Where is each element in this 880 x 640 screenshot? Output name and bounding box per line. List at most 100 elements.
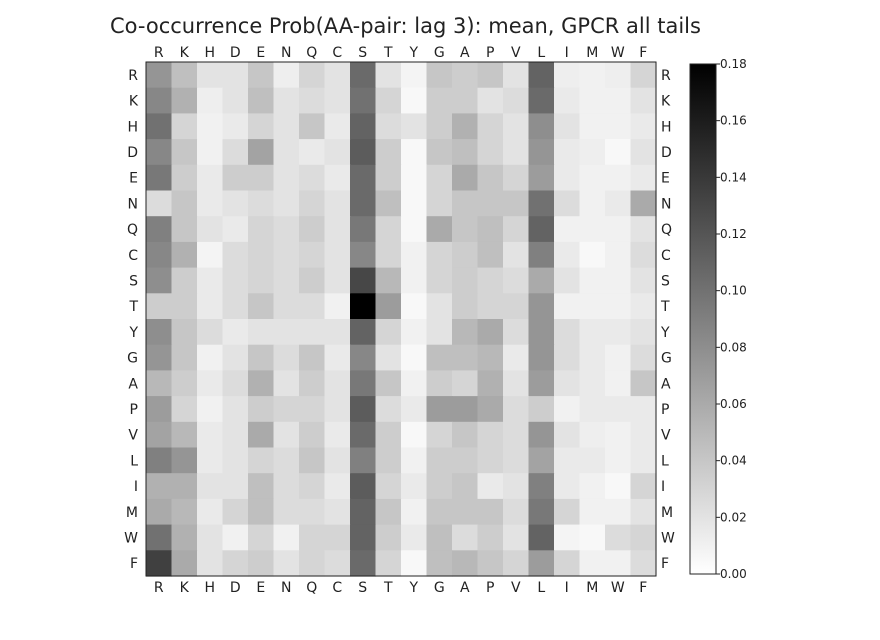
heatmap-cell-H-P (477, 113, 504, 140)
heatmap-cell-C-V (503, 241, 530, 269)
heatmap-cell-W-K (171, 524, 198, 551)
heatmap-cell-P-W (605, 396, 632, 423)
heatmap-cell-W-L (528, 524, 555, 551)
heatmap-cell-L-I (554, 447, 581, 474)
heatmap-cell-D-T (375, 139, 402, 166)
right-tick-label: K (661, 94, 671, 110)
heatmap-cell-N-V (503, 190, 530, 217)
right-tick-label: P (661, 402, 669, 418)
heatmap-cell-H-R (146, 113, 173, 140)
heatmap-cell-L-H (197, 447, 224, 474)
heatmap-cell-Y-N (273, 319, 300, 346)
heatmap-cell-F-I (554, 550, 581, 577)
heatmap-cell-A-E (248, 370, 275, 397)
heatmap-cell-G-Q (299, 344, 326, 371)
bottom-tick-label: L (537, 580, 545, 596)
heatmap-cell-S-H (197, 267, 224, 294)
heatmap-cell-H-G (426, 113, 453, 140)
heatmap-cell-N-Y (401, 190, 428, 217)
heatmap-cell-Q-L (528, 216, 555, 243)
heatmap-cell-Y-V (503, 319, 530, 346)
heatmap-cell-D-F (630, 139, 657, 166)
heatmap-cell-P-D (222, 396, 249, 423)
heatmap-cell-Q-A (452, 216, 479, 243)
heatmap-cell-T-R (146, 293, 173, 320)
heatmap-cell-E-A (452, 164, 479, 192)
heatmap-cell-L-N (273, 447, 300, 474)
bottom-tick-label: Q (306, 580, 317, 596)
heatmap-cell-H-D (222, 113, 249, 140)
heatmap-cell-A-G (426, 370, 453, 397)
left-tick-label: P (130, 402, 138, 418)
heatmap-cell-Y-A (452, 319, 479, 346)
heatmap-cell-F-T (375, 550, 402, 577)
heatmap-cell-C-L (528, 241, 555, 269)
heatmap-cell-A-V (503, 370, 530, 397)
top-tick-label: D (230, 45, 241, 61)
heatmap-cell-K-A (452, 87, 479, 114)
bottom-tick-label: M (586, 580, 598, 596)
heatmap-cell-F-C (324, 550, 351, 577)
heatmap-cell-L-V (503, 447, 530, 474)
heatmap-cell-T-F (630, 293, 657, 320)
heatmap-cell-A-Q (299, 370, 326, 397)
heatmap-cell-R-L (528, 62, 555, 89)
heatmap-cell-L-L (528, 447, 555, 474)
heatmap-cell-M-Q (299, 498, 326, 526)
heatmap-cell-D-K (171, 139, 198, 166)
heatmap-cell-M-N (273, 498, 300, 526)
heatmap-cell-V-K (171, 421, 198, 449)
heatmap-cell-E-E (248, 164, 275, 192)
heatmap-cell-R-M (579, 62, 606, 89)
heatmap-cell-R-N (273, 62, 300, 89)
left-tick-label: I (134, 479, 138, 495)
bottom-tick-label: H (204, 580, 215, 596)
heatmap-cell-Y-K (171, 319, 198, 346)
heatmap-cell-G-W (605, 344, 632, 371)
heatmap-cell-T-W (605, 293, 632, 320)
colorbar-tick-label: 0.02 (720, 510, 747, 524)
heatmap-cell-D-C (324, 139, 351, 166)
heatmap-cell-Y-Y (401, 319, 428, 346)
heatmap-cell-G-C (324, 344, 351, 371)
heatmap-cell-Y-T (375, 319, 402, 346)
heatmap-cell-W-M (579, 524, 606, 551)
heatmap-cell-N-D (222, 190, 249, 217)
heatmap-cell-C-S (350, 241, 377, 269)
heatmap-cell-Q-Q (299, 216, 326, 243)
heatmap-cell-V-R (146, 421, 173, 449)
heatmap-cell-L-R (146, 447, 173, 474)
top-tick-label: A (460, 45, 470, 61)
heatmap-cell-E-K (171, 164, 198, 192)
heatmap-cell-D-Q (299, 139, 326, 166)
heatmap-cell-G-S (350, 344, 377, 371)
heatmap-cell-I-I (554, 473, 581, 500)
right-tick-label: C (661, 248, 671, 264)
heatmap-cell-C-M (579, 241, 606, 269)
top-tick-label: S (358, 45, 367, 61)
heatmap-cell-I-P (477, 473, 504, 500)
heatmap-cell-S-I (554, 267, 581, 294)
heatmap-cell-L-K (171, 447, 198, 474)
heatmap-cell-S-N (273, 267, 300, 294)
heatmap-cell-C-F (630, 241, 657, 269)
heatmap-cell-C-D (222, 241, 249, 269)
heatmap-cell-E-V (503, 164, 530, 192)
heatmap-cell-E-Y (401, 164, 428, 192)
heatmap-cell-Q-S (350, 216, 377, 243)
heatmap-cell-K-Q (299, 87, 326, 114)
heatmap-cell-V-G (426, 421, 453, 449)
heatmap-cell-C-W (605, 241, 632, 269)
heatmap-cell-I-V (503, 473, 530, 500)
heatmap-cell-S-W (605, 267, 632, 294)
heatmap-cell-P-S (350, 396, 377, 423)
heatmap-cell-I-A (452, 473, 479, 500)
heatmap-cell-Y-M (579, 319, 606, 346)
heatmap-cell-I-T (375, 473, 402, 500)
top-tick-label: Q (306, 45, 317, 61)
heatmap-cell-D-G (426, 139, 453, 166)
heatmap-cell-F-S (350, 550, 377, 577)
left-tick-label: C (128, 248, 138, 264)
left-tick-label: Q (127, 222, 138, 238)
heatmap-cell-A-I (554, 370, 581, 397)
